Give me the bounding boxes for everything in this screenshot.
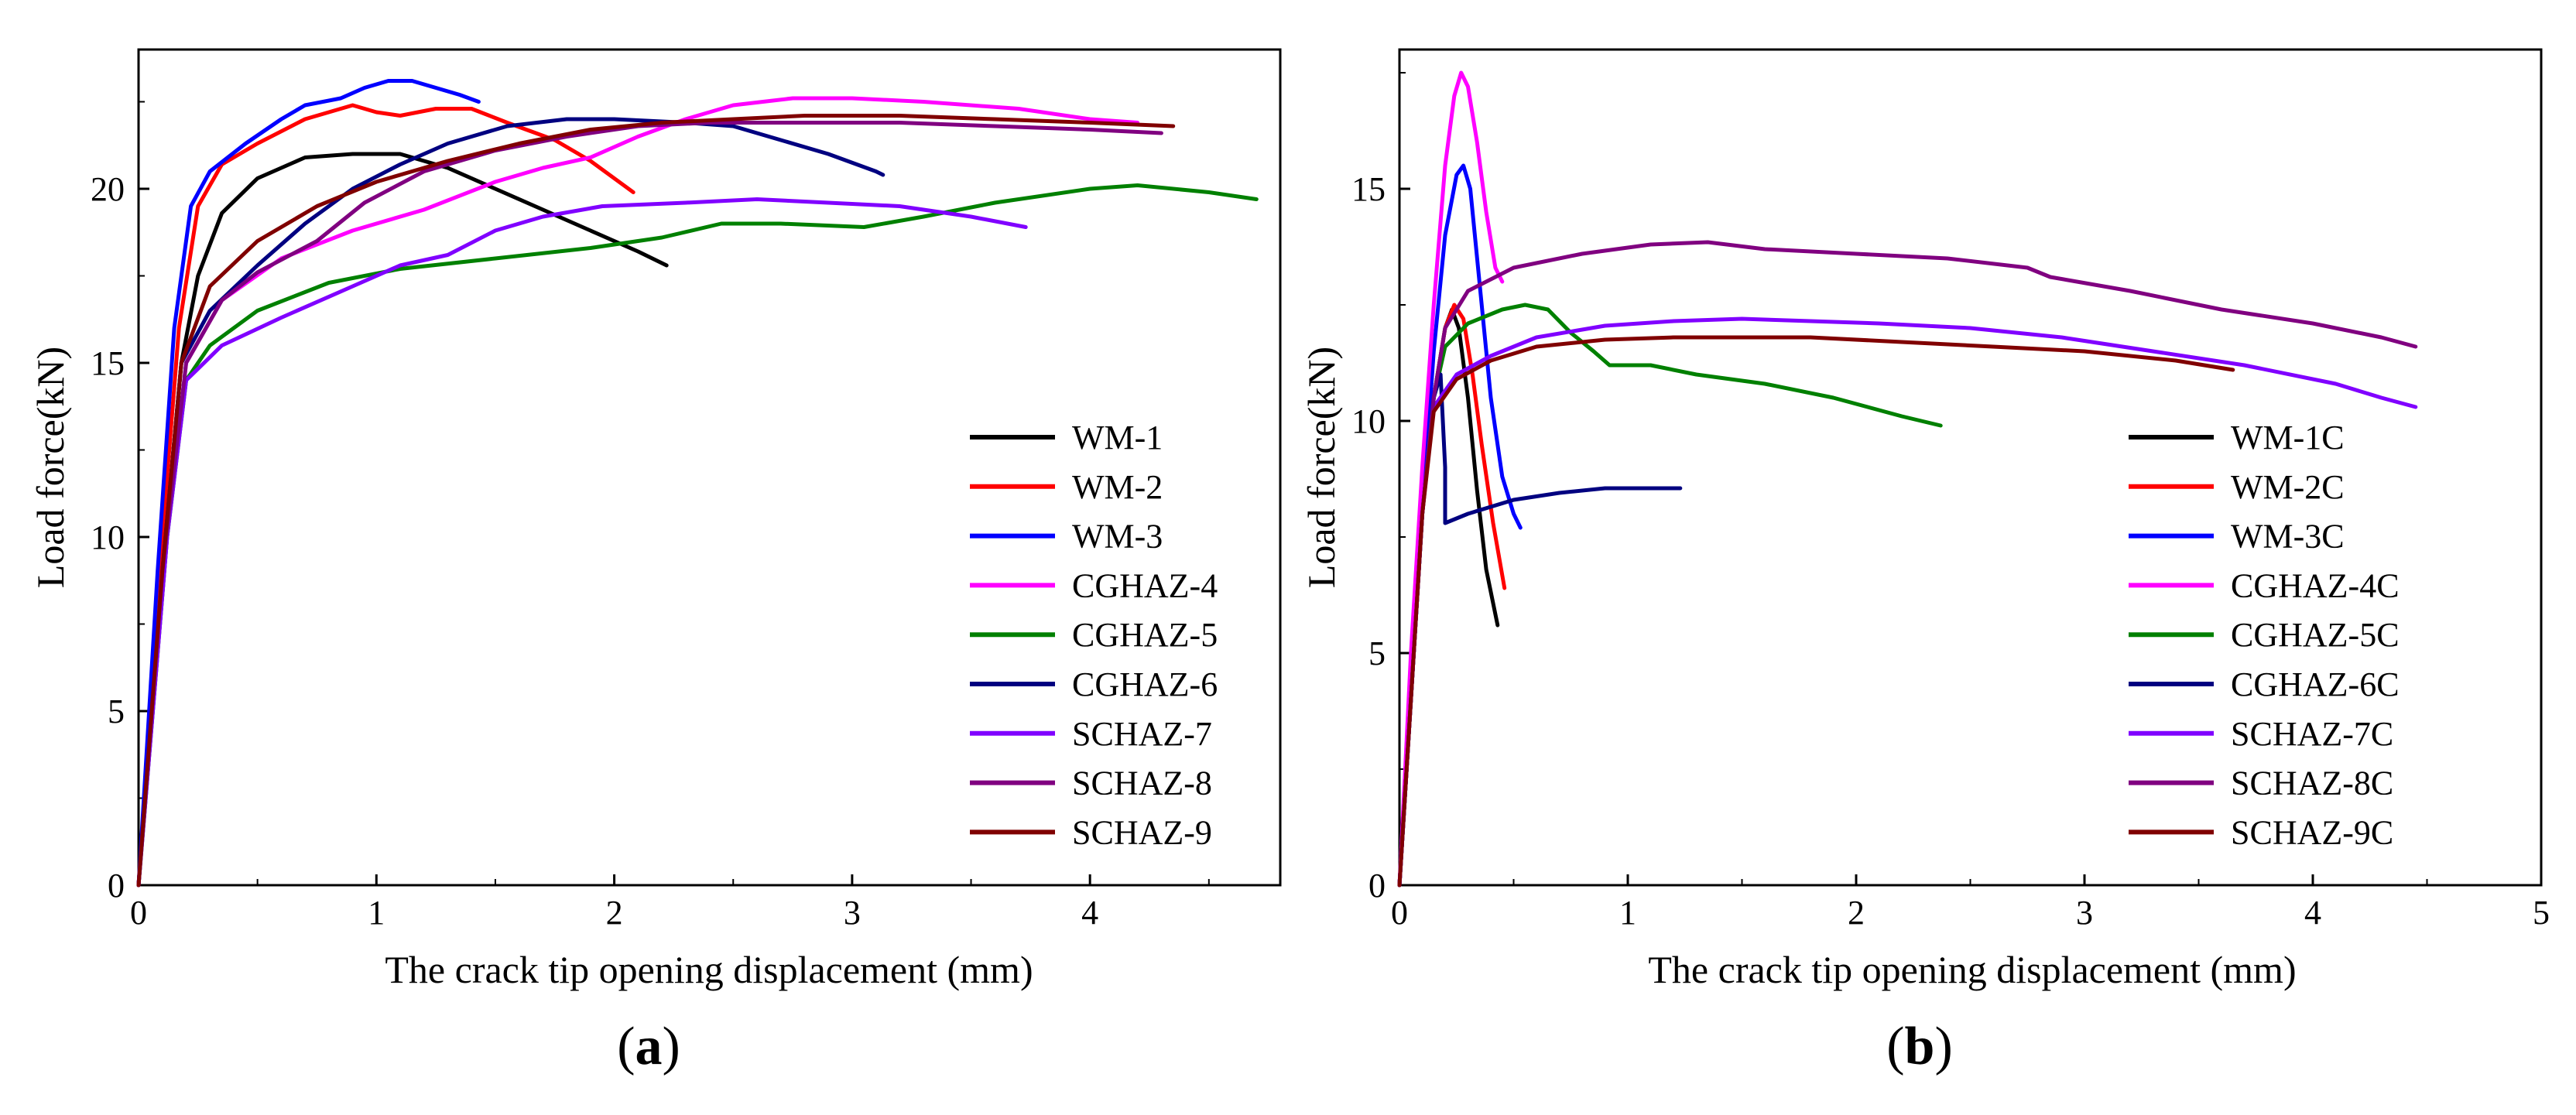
y-tick-label-b-1: 5 <box>1368 634 1386 672</box>
series-line-a-6 <box>136 117 886 888</box>
plot-frame-a <box>137 48 1282 887</box>
legend-label-a-4: CGHAZ-4 <box>1072 566 1218 604</box>
series-layer-a <box>136 79 1259 888</box>
series-line-b-8 <box>1397 240 2418 888</box>
series-layer-b <box>1397 70 2418 888</box>
legend-label-b-8: SCHAZ-8C <box>2231 764 2393 802</box>
x-tick-label-b-0: 0 <box>1391 894 1408 932</box>
x-tick-label-a-0: 0 <box>130 894 147 932</box>
legend-label-b-9: SCHAZ-9C <box>2231 813 2393 851</box>
y-axis-label-b: Load force(kN) <box>1300 347 1343 588</box>
y-axis-label-a: Load force(kN) <box>29 347 72 588</box>
chart-a: 0 5 10 15 20 0 1 2 3 4 WM-1 WM-2 WM-3 CGHAZ-4 CGHAZ-… <box>29 48 1282 1076</box>
x-tick-label-a-2: 2 <box>606 894 623 932</box>
x-tick-label-b-4: 4 <box>2304 894 2321 932</box>
series-line-b-5 <box>1397 303 1943 888</box>
x-axis-a: 0 1 2 3 4 <box>130 874 1210 932</box>
legend-label-b-2: WM-2C <box>2231 468 2345 506</box>
x-tick-label-b-5: 5 <box>2533 894 2550 932</box>
y-tick-label-b-2: 10 <box>1351 402 1386 440</box>
y-tick-label-b-3: 15 <box>1351 170 1386 208</box>
legend-label-a-8: SCHAZ-8 <box>1072 764 1212 802</box>
y-axis-a: 0 5 10 15 20 <box>91 101 149 905</box>
x-tick-label-b-3: 3 <box>2076 894 2093 932</box>
x-tick-label-a-3: 3 <box>844 894 861 932</box>
legend-a: WM-1 WM-2 WM-3 CGHAZ-4 CGHAZ-5 CGHAZ-6 SCHAZ-7… <box>970 419 1218 851</box>
x-tick-label-b-1: 1 <box>1619 894 1636 932</box>
y-tick-label-a-2: 10 <box>91 518 125 556</box>
legend-label-a-5: CGHAZ-5 <box>1072 616 1218 654</box>
y-tick-label-a-3: 15 <box>91 344 125 382</box>
legend-label-a-7: SCHAZ-7 <box>1072 715 1212 753</box>
legend-label-b-7: SCHAZ-7C <box>2231 715 2393 753</box>
legend-label-a-6: CGHAZ-6 <box>1072 665 1218 703</box>
panel-letter-a: a <box>635 1017 663 1076</box>
series-line-a-1 <box>136 152 669 888</box>
series-line-a-9 <box>136 114 1176 888</box>
series-line-a-3 <box>136 79 481 888</box>
y-tick-label-a-0: 0 <box>108 867 125 905</box>
series-line-a-5 <box>136 183 1259 888</box>
legend-label-b-4: CGHAZ-4C <box>2231 566 2400 604</box>
x-axis-label-a: The crack tip opening displacement (mm) <box>385 948 1033 991</box>
series-line-a-4 <box>136 96 1140 888</box>
y-tick-label-b-0: 0 <box>1368 867 1386 905</box>
x-tick-label-a-1: 1 <box>368 894 385 932</box>
series-line-b-4 <box>1397 70 1505 888</box>
y-tick-label-a-1: 5 <box>108 693 125 730</box>
legend-label-a-1: WM-1 <box>1072 419 1163 457</box>
legend-label-b-3: WM-3C <box>2231 518 2345 556</box>
series-line-b-6 <box>1397 372 1683 888</box>
series-line-a-7 <box>136 197 1028 888</box>
y-axis-b: 0 5 10 15 <box>1351 72 1410 905</box>
x-tick-label-a-4: 4 <box>1081 894 1098 932</box>
series-line-b-9 <box>1397 335 2235 888</box>
y-tick-label-a-4: 20 <box>91 170 125 208</box>
x-tick-label-b-2: 2 <box>1848 894 1865 932</box>
legend-label-a-2: WM-2 <box>1072 468 1163 506</box>
panel-label-b: (b) <box>1886 1017 1953 1076</box>
panel-label-a: (a) <box>617 1017 680 1076</box>
plot-frame-b <box>1398 48 2543 887</box>
legend-label-a-3: WM-3 <box>1072 518 1163 556</box>
series-line-a-2 <box>136 103 635 888</box>
legend-b: WM-1C WM-2C WM-3C CGHAZ-4C CGHAZ-5C CGHAZ-6C S… <box>2129 419 2400 851</box>
x-axis-b: 0 1 2 3 4 5 <box>1391 874 2550 932</box>
legend-label-b-5: CGHAZ-5C <box>2231 616 2400 654</box>
x-axis-label-b: The crack tip opening displacement (mm) <box>1648 948 2296 991</box>
chart-b: 0 5 10 15 0 1 2 3 4 5 WM-1C WM-2C WM-3C CGHAZ-4C CGH… <box>1300 48 2550 1076</box>
legend-label-a-9: SCHAZ-9 <box>1072 813 1212 851</box>
legend-label-b-1: WM-1C <box>2231 419 2345 457</box>
panel-letter-b: b <box>1905 1017 1935 1076</box>
legend-label-b-6: CGHAZ-6C <box>2231 665 2400 703</box>
